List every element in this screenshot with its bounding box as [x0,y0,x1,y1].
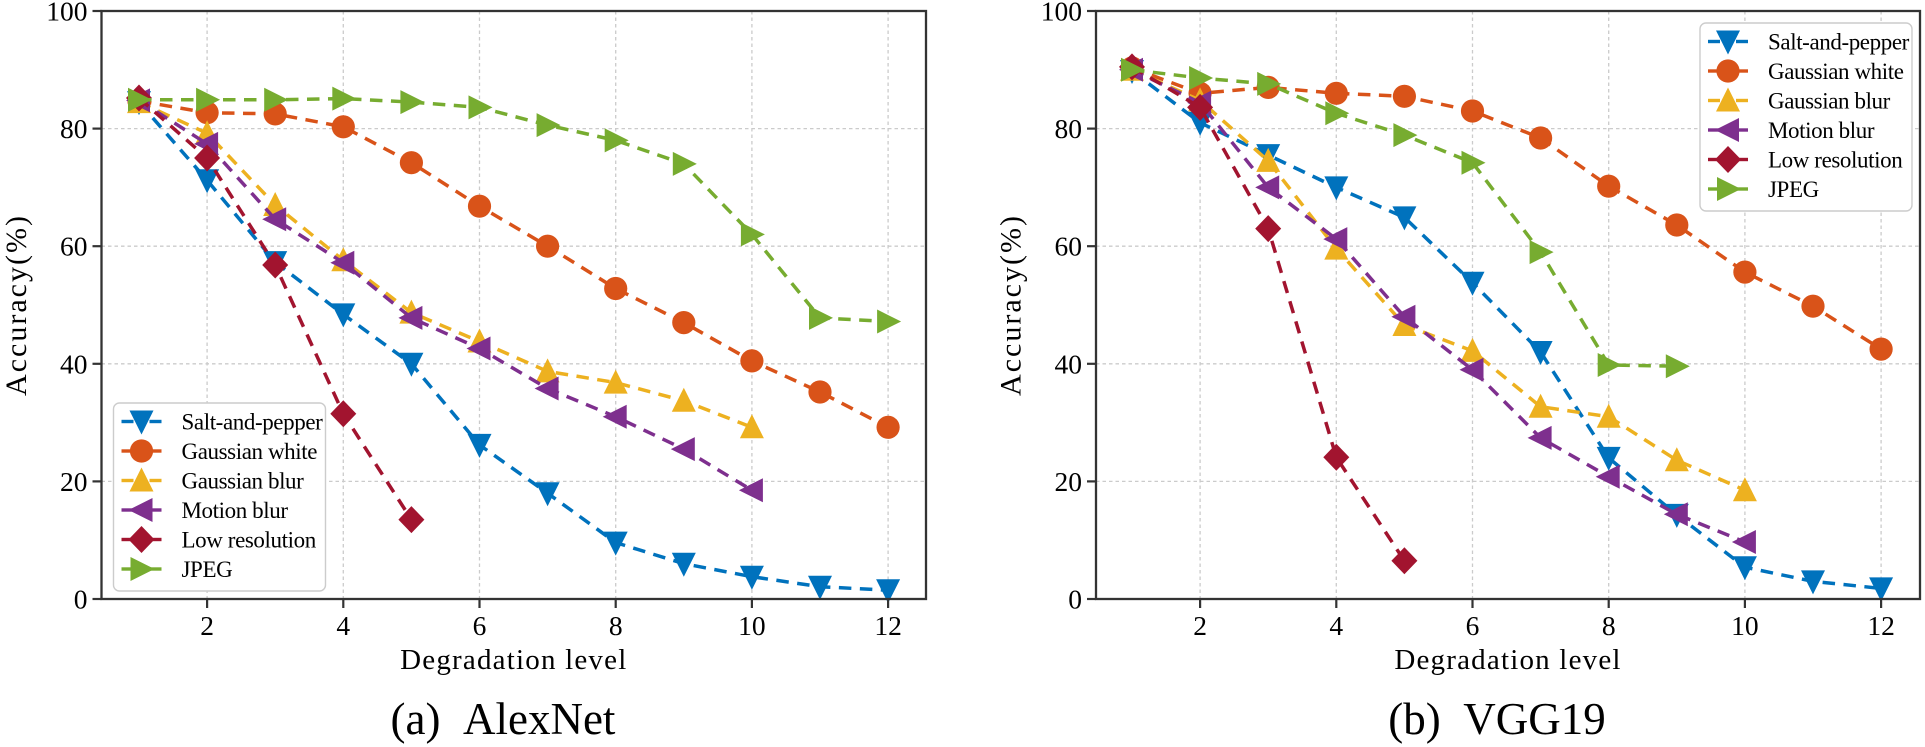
svg-text:Motion blur: Motion blur [182,498,289,523]
svg-text:6: 6 [1466,610,1480,641]
svg-text:10: 10 [738,610,766,641]
svg-text:2: 2 [1193,610,1207,641]
svg-text:Low resolution: Low resolution [182,528,317,553]
svg-text:60: 60 [60,231,88,262]
svg-text:100: 100 [46,0,87,27]
svg-text:6: 6 [473,610,487,641]
svg-text:JPEG: JPEG [1768,177,1819,202]
svg-text:40: 40 [60,348,88,379]
svg-text:Degradation level: Degradation level [400,644,627,676]
svg-text:JPEG: JPEG [182,557,233,582]
svg-text:Salt-and-pepper: Salt-and-pepper [182,410,324,435]
svg-text:4: 4 [336,610,350,641]
svg-text:Salt-and-pepper: Salt-and-pepper [1768,30,1910,55]
svg-text:0: 0 [1068,584,1082,615]
svg-text:12: 12 [874,610,902,641]
svg-text:Gaussian white: Gaussian white [182,439,318,464]
svg-text:60: 60 [1055,231,1083,262]
svg-text:Gaussian blur: Gaussian blur [182,469,305,494]
svg-text:20: 20 [1055,466,1083,497]
svg-text:40: 40 [1055,348,1083,379]
svg-text:20: 20 [60,466,88,497]
svg-text:Degradation level: Degradation level [1394,644,1621,676]
svg-text:Low resolution: Low resolution [1768,148,1903,173]
svg-text:Accuracy(%): Accuracy(%) [0,214,33,396]
svg-text:(a) AlexNet: (a) AlexNet [391,694,616,744]
svg-text:10: 10 [1731,610,1759,641]
svg-text:Accuracy(%): Accuracy(%) [995,214,1028,396]
svg-text:8: 8 [609,610,623,641]
svg-text:4: 4 [1329,610,1343,641]
svg-text:100: 100 [1041,0,1082,27]
svg-text:12: 12 [1867,610,1895,641]
svg-text:8: 8 [1602,610,1616,641]
svg-text:2: 2 [200,610,214,641]
svg-text:Gaussian blur: Gaussian blur [1768,89,1891,114]
svg-text:0: 0 [74,584,88,615]
svg-text:80: 80 [1055,113,1083,144]
svg-text:Motion blur: Motion blur [1768,118,1875,143]
svg-text:Gaussian white: Gaussian white [1768,59,1904,84]
svg-text:(b) VGG19: (b) VGG19 [1388,694,1605,744]
svg-text:80: 80 [60,113,88,144]
